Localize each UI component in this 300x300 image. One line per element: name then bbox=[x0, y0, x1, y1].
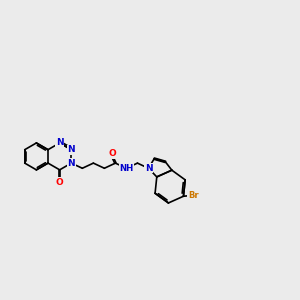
Text: Br: Br bbox=[188, 191, 198, 200]
Text: N: N bbox=[145, 164, 152, 173]
Text: O: O bbox=[56, 178, 64, 187]
Text: N: N bbox=[56, 139, 64, 148]
Text: N: N bbox=[68, 159, 75, 168]
Text: NH: NH bbox=[119, 164, 134, 173]
Text: N: N bbox=[68, 145, 75, 154]
Text: O: O bbox=[108, 149, 116, 158]
